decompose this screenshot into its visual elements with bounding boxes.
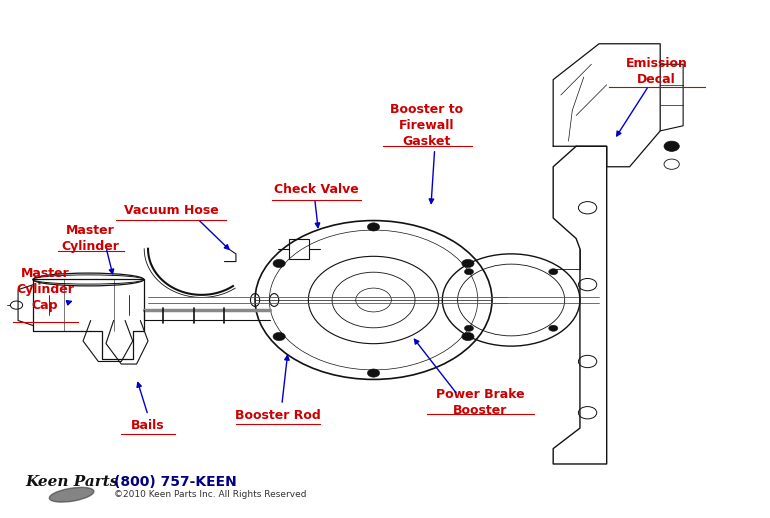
Text: Emission
Decal: Emission Decal [625, 57, 688, 87]
Text: (800) 757-KEEN: (800) 757-KEEN [114, 475, 236, 489]
Ellipse shape [49, 487, 94, 502]
Text: Master
Cylinder
Cap: Master Cylinder Cap [16, 267, 74, 312]
Circle shape [273, 260, 285, 268]
Text: Master
Cylinder: Master Cylinder [62, 224, 119, 253]
Ellipse shape [33, 275, 144, 284]
Circle shape [464, 325, 474, 332]
Text: Booster to
Firewall
Gasket: Booster to Firewall Gasket [390, 103, 464, 148]
Circle shape [273, 333, 285, 341]
Text: ©2010 Keen Parts Inc. All Rights Reserved: ©2010 Keen Parts Inc. All Rights Reserve… [114, 490, 306, 499]
Text: Keen Parts: Keen Parts [25, 475, 119, 489]
Circle shape [462, 260, 474, 268]
Circle shape [464, 269, 474, 275]
Circle shape [664, 141, 679, 151]
Text: Booster Rod: Booster Rod [235, 409, 321, 422]
Text: Power Brake
Booster: Power Brake Booster [437, 388, 525, 417]
Bar [290, 238, 309, 259]
Text: Check Valve: Check Valve [274, 183, 359, 196]
Text: Vacuum Hose: Vacuum Hose [123, 204, 219, 217]
Text: Bails: Bails [131, 419, 165, 432]
Circle shape [549, 325, 558, 332]
Circle shape [549, 269, 558, 275]
Circle shape [367, 369, 380, 377]
Circle shape [462, 333, 474, 341]
Circle shape [367, 223, 380, 231]
